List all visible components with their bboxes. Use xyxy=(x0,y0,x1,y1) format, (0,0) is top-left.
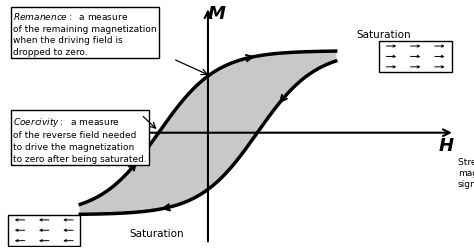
Text: $\it{Remanence:}$  a measure
of the remaining magnetization
when the driving fie: $\it{Remanence:}$ a measure of the remai… xyxy=(13,11,157,57)
Bar xyxy=(8,215,80,246)
Text: H: H xyxy=(438,136,454,154)
Polygon shape xyxy=(80,52,336,214)
Text: M: M xyxy=(208,5,226,23)
Text: Strength of
magnetizing
signal: Strength of magnetizing signal xyxy=(457,158,474,189)
Text: Saturation: Saturation xyxy=(129,228,184,238)
Bar xyxy=(379,42,452,73)
Text: $\it{Coercivity:}$  a measure
of the reverse field needed
to drive the magnetiza: $\it{Coercivity:}$ a measure of the reve… xyxy=(13,115,147,164)
Text: Saturation: Saturation xyxy=(356,30,410,40)
